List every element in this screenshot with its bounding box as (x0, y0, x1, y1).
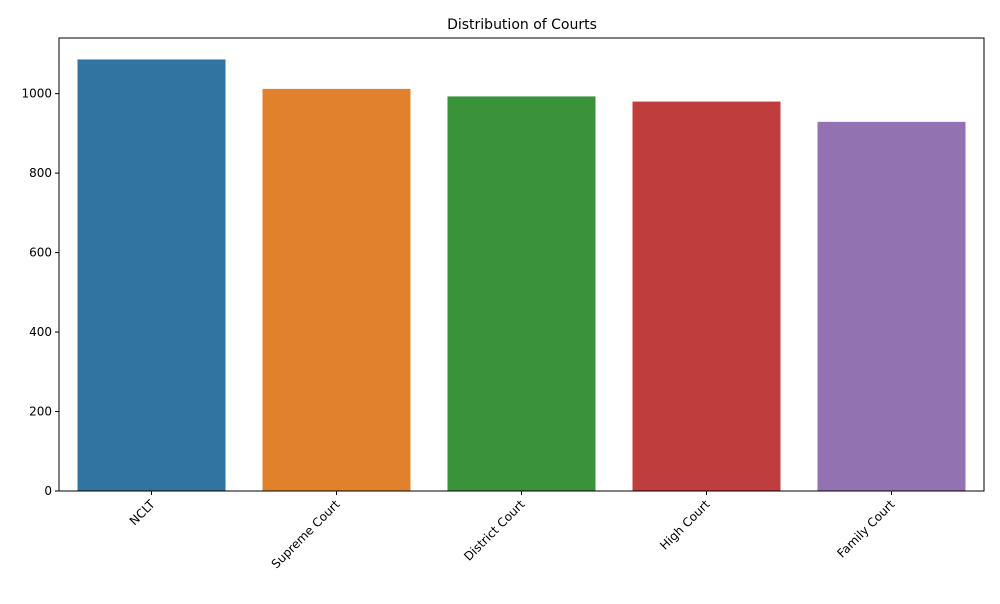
y-axis: 0 200 400 600 800 1000 (21, 87, 59, 498)
bar-family-court (817, 121, 966, 492)
chart-title: Distribution of Courts (447, 17, 597, 33)
x-axis: NCLT Supreme Court District Court High Cour… (127, 491, 898, 571)
x-tick-label: District Court (461, 497, 528, 564)
y-tick-label: 0 (44, 484, 52, 498)
x-tick-label: High Court (657, 497, 713, 553)
bars (77, 59, 966, 492)
y-tick-label: 400 (29, 325, 52, 339)
x-tick-label: Family Court (834, 497, 897, 560)
y-tick-label: 1000 (21, 87, 52, 101)
x-tick-label: Supreme Court (269, 497, 343, 571)
bar-nclt (77, 59, 226, 492)
bar-supreme-court (262, 88, 411, 491)
bar-district-court (447, 96, 596, 492)
y-tick-label: 200 (29, 405, 52, 419)
y-tick-label: 600 (29, 246, 52, 260)
y-tick-label: 800 (29, 166, 52, 180)
x-tick-label: NCLT (127, 497, 158, 528)
plot-frame (58, 37, 985, 492)
bar-high-court (632, 101, 781, 491)
